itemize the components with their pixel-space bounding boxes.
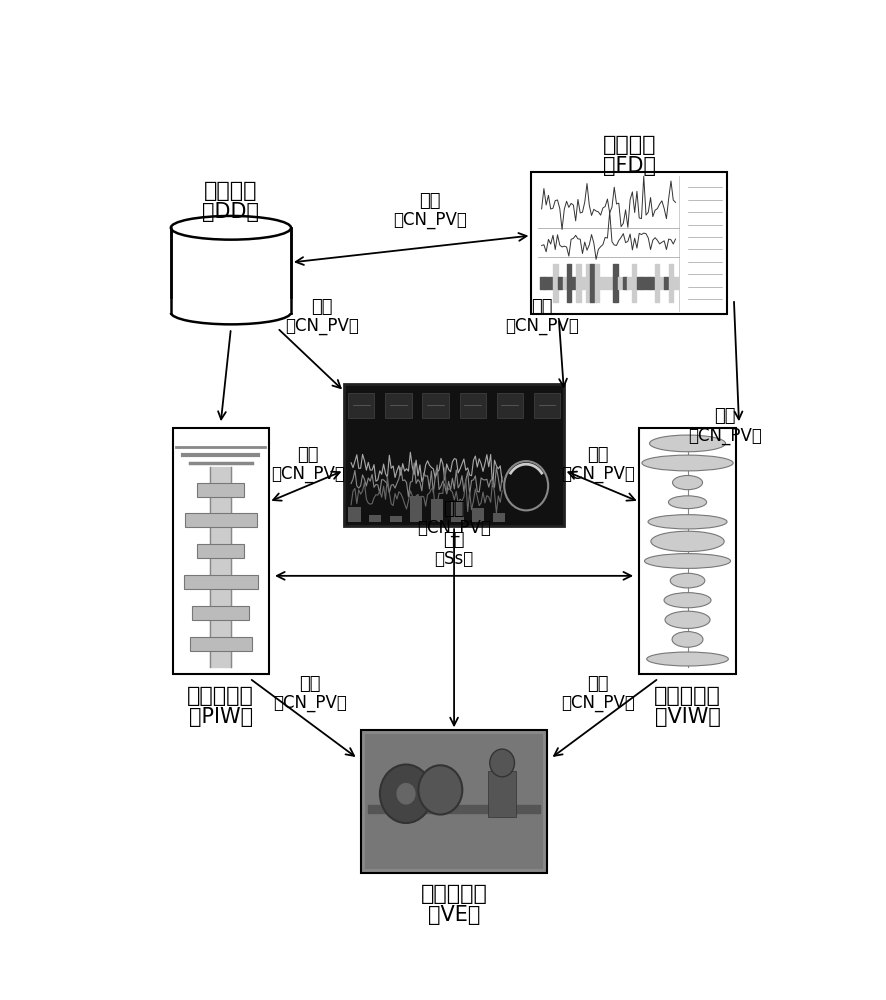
FancyBboxPatch shape xyxy=(184,513,257,527)
Ellipse shape xyxy=(672,632,703,647)
Text: （CN_PV）: （CN_PV） xyxy=(285,317,359,335)
Circle shape xyxy=(490,749,515,777)
Text: 虚拟注水井: 虚拟注水井 xyxy=(654,686,721,706)
Circle shape xyxy=(396,782,416,805)
Text: （PIW）: （PIW） xyxy=(189,707,253,727)
Ellipse shape xyxy=(670,573,705,588)
Ellipse shape xyxy=(649,435,726,452)
FancyBboxPatch shape xyxy=(348,507,361,522)
Text: 服务: 服务 xyxy=(443,531,465,549)
Ellipse shape xyxy=(665,611,710,628)
Text: 连接: 连接 xyxy=(443,500,465,518)
Ellipse shape xyxy=(171,301,291,324)
FancyBboxPatch shape xyxy=(365,734,543,869)
Text: 连接: 连接 xyxy=(299,675,321,693)
Text: （VIW）: （VIW） xyxy=(655,707,720,727)
FancyBboxPatch shape xyxy=(431,499,443,522)
Circle shape xyxy=(380,764,432,823)
Text: （Ss）: （Ss） xyxy=(434,550,474,568)
Text: （CN_PV）: （CN_PV） xyxy=(271,465,345,483)
FancyBboxPatch shape xyxy=(183,575,258,589)
FancyBboxPatch shape xyxy=(423,393,448,418)
FancyBboxPatch shape xyxy=(173,428,268,674)
Text: 物理注水井: 物理注水井 xyxy=(187,686,254,706)
FancyBboxPatch shape xyxy=(640,428,735,674)
Text: 前端展示: 前端展示 xyxy=(602,135,656,155)
Ellipse shape xyxy=(664,593,711,608)
Circle shape xyxy=(418,765,462,815)
FancyBboxPatch shape xyxy=(472,508,485,522)
Ellipse shape xyxy=(642,455,733,471)
FancyBboxPatch shape xyxy=(385,393,411,418)
Text: 可视化表达: 可视化表达 xyxy=(421,884,487,904)
Text: 连接: 连接 xyxy=(714,407,736,425)
FancyBboxPatch shape xyxy=(390,516,402,522)
Text: （CN_PV）: （CN_PV） xyxy=(562,694,635,712)
FancyBboxPatch shape xyxy=(451,502,463,522)
Text: （VE）: （VE） xyxy=(428,905,480,925)
FancyBboxPatch shape xyxy=(344,384,563,526)
FancyBboxPatch shape xyxy=(348,393,375,418)
Ellipse shape xyxy=(651,531,724,552)
Text: 连接: 连接 xyxy=(312,298,333,316)
Text: （CN_PV）: （CN_PV） xyxy=(562,465,635,483)
FancyBboxPatch shape xyxy=(190,637,252,651)
FancyBboxPatch shape xyxy=(171,301,291,324)
FancyBboxPatch shape xyxy=(532,172,727,314)
FancyBboxPatch shape xyxy=(533,393,560,418)
Text: （CN_PV）: （CN_PV） xyxy=(505,317,579,335)
Text: （CN_PV）: （CN_PV） xyxy=(393,211,467,229)
Text: （DD）: （DD） xyxy=(202,202,260,222)
Text: 连接: 连接 xyxy=(532,298,553,316)
Ellipse shape xyxy=(672,476,703,490)
FancyBboxPatch shape xyxy=(369,515,381,522)
Text: 连接: 连接 xyxy=(297,446,319,464)
FancyBboxPatch shape xyxy=(497,393,523,418)
Text: （CN_PV）: （CN_PV） xyxy=(688,427,762,445)
Text: （FD）: （FD） xyxy=(602,156,656,176)
FancyBboxPatch shape xyxy=(488,771,516,817)
FancyBboxPatch shape xyxy=(167,299,294,312)
FancyBboxPatch shape xyxy=(197,483,245,497)
FancyBboxPatch shape xyxy=(361,730,547,873)
FancyBboxPatch shape xyxy=(171,228,291,312)
FancyBboxPatch shape xyxy=(460,393,486,418)
Ellipse shape xyxy=(648,515,727,529)
Ellipse shape xyxy=(668,496,707,509)
Ellipse shape xyxy=(644,554,731,568)
FancyBboxPatch shape xyxy=(192,606,249,620)
FancyBboxPatch shape xyxy=(493,513,505,522)
Ellipse shape xyxy=(171,216,291,240)
Text: 连接: 连接 xyxy=(587,446,609,464)
Text: （CN_PV）: （CN_PV） xyxy=(417,519,491,537)
Text: （CN_PV）: （CN_PV） xyxy=(273,694,346,712)
Ellipse shape xyxy=(647,652,728,666)
Text: 连接: 连接 xyxy=(419,192,441,210)
FancyBboxPatch shape xyxy=(410,496,423,522)
Text: 连接: 连接 xyxy=(587,675,609,693)
FancyBboxPatch shape xyxy=(198,544,244,558)
Text: 孪生数据: 孪生数据 xyxy=(204,181,258,201)
